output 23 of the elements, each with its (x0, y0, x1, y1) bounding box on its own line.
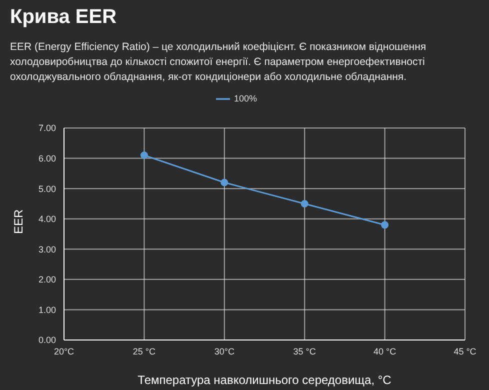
y-tick-label: 1.00 (38, 304, 56, 315)
legend-label: 100% (234, 93, 258, 104)
y-tick-label: 2.00 (38, 274, 56, 285)
y-tick-label: 6.00 (38, 153, 56, 164)
point (220, 178, 228, 186)
x-tick-label: 25 °C (132, 346, 156, 356)
y-tick-label: 0.00 (38, 335, 56, 346)
x-tick-label: 20°C (54, 346, 75, 356)
x-tick-label: 40 °C (373, 346, 397, 356)
chart-title: Крива EER (10, 6, 117, 29)
point (381, 221, 389, 229)
point (300, 200, 308, 208)
x-tick-label: 45 °C (454, 346, 477, 356)
chart-subtitle: EER (Energy Efficiency Ratio) – це холодильний коефіцієнт. Є показником відношення холодовиробництва до кількості спожитої енергії. Є параметром енергоефективності охолоджувального обладнання, як-от кондиціонери або холодильне обладнання. (10, 40, 428, 85)
y-axis-title: EER (11, 208, 26, 234)
y-tick-label: 3.00 (38, 244, 56, 254)
x-tick-label: 30°C (214, 346, 235, 356)
point (140, 152, 148, 160)
y-tick-label: 7.00 (38, 123, 56, 134)
y-tick-label: 5.00 (38, 184, 56, 194)
x-tick-label: 35 °C (293, 346, 316, 356)
y-tick-label: 4.00 (38, 214, 56, 224)
x-axis-title: Температура навколишнього середовища, °C (138, 373, 392, 387)
